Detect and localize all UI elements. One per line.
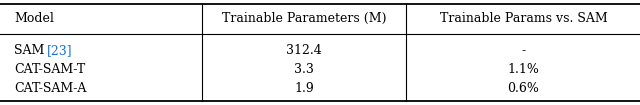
Text: 312.4: 312.4: [286, 44, 322, 57]
Text: 0.6%: 0.6%: [508, 82, 540, 95]
Text: Trainable Params vs. SAM: Trainable Params vs. SAM: [440, 12, 607, 25]
Text: CAT-SAM-A: CAT-SAM-A: [14, 82, 86, 95]
Text: SAM: SAM: [14, 44, 49, 57]
Text: Model: Model: [14, 12, 54, 25]
Text: 1.9: 1.9: [294, 82, 314, 95]
Text: Trainable Parameters (M): Trainable Parameters (M): [221, 12, 387, 25]
Text: -: -: [522, 44, 525, 57]
Text: CAT-SAM-T: CAT-SAM-T: [14, 63, 85, 76]
Text: 3.3: 3.3: [294, 63, 314, 76]
Text: 1.1%: 1.1%: [508, 63, 540, 76]
Text: [23]: [23]: [47, 44, 73, 57]
